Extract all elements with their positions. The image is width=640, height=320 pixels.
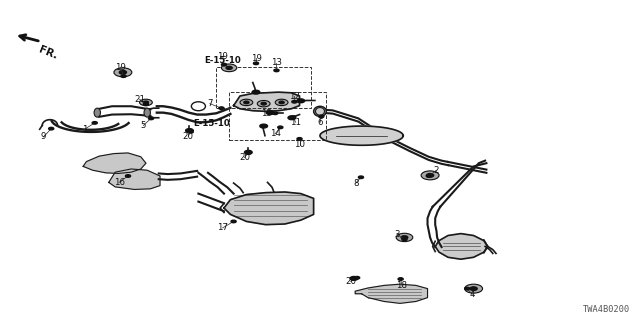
- Ellipse shape: [94, 108, 100, 117]
- Circle shape: [273, 112, 278, 115]
- Text: 20: 20: [182, 132, 194, 141]
- Circle shape: [319, 115, 324, 118]
- Circle shape: [143, 103, 148, 106]
- Circle shape: [231, 220, 236, 223]
- Text: 17: 17: [217, 223, 228, 232]
- Text: E-15-10: E-15-10: [204, 56, 241, 65]
- Text: 15: 15: [260, 109, 272, 118]
- Text: 11: 11: [290, 118, 301, 127]
- Polygon shape: [355, 284, 428, 303]
- Bar: [216, 67, 311, 108]
- Polygon shape: [320, 126, 403, 145]
- Text: 6: 6: [317, 118, 323, 127]
- Circle shape: [92, 122, 97, 124]
- Text: 3: 3: [394, 230, 399, 239]
- Circle shape: [244, 150, 252, 154]
- Circle shape: [186, 129, 193, 132]
- Text: 5: 5: [141, 121, 146, 130]
- Text: TWA4B0200: TWA4B0200: [583, 305, 630, 314]
- Text: 19: 19: [251, 54, 261, 63]
- Circle shape: [125, 175, 131, 177]
- Circle shape: [358, 176, 364, 179]
- Text: 1: 1: [82, 125, 87, 134]
- Circle shape: [252, 90, 260, 94]
- Circle shape: [244, 101, 249, 104]
- Circle shape: [140, 99, 152, 106]
- Circle shape: [274, 69, 279, 72]
- Text: 19: 19: [218, 52, 228, 61]
- Circle shape: [188, 131, 193, 133]
- Text: 16: 16: [113, 178, 125, 187]
- Polygon shape: [234, 92, 300, 111]
- Bar: [229, 92, 326, 140]
- Circle shape: [219, 107, 224, 109]
- Circle shape: [426, 175, 431, 177]
- Circle shape: [470, 287, 477, 291]
- Circle shape: [465, 284, 483, 293]
- Circle shape: [240, 99, 253, 106]
- Circle shape: [421, 171, 439, 180]
- Circle shape: [275, 99, 288, 106]
- Ellipse shape: [191, 102, 205, 111]
- Circle shape: [401, 236, 408, 239]
- Ellipse shape: [144, 108, 150, 117]
- Circle shape: [266, 111, 274, 115]
- Circle shape: [292, 100, 297, 103]
- Text: 14: 14: [269, 129, 281, 138]
- Circle shape: [246, 152, 251, 154]
- Circle shape: [121, 75, 126, 77]
- Circle shape: [114, 68, 132, 77]
- Ellipse shape: [314, 106, 326, 116]
- Circle shape: [402, 238, 407, 241]
- Text: E-15-10: E-15-10: [193, 119, 230, 128]
- Circle shape: [261, 102, 266, 105]
- Circle shape: [398, 278, 403, 280]
- Circle shape: [143, 101, 148, 104]
- Circle shape: [279, 101, 284, 104]
- Polygon shape: [435, 234, 488, 259]
- Polygon shape: [83, 153, 146, 173]
- Text: 2: 2: [434, 166, 439, 175]
- Circle shape: [221, 64, 237, 72]
- Text: 20: 20: [239, 153, 250, 162]
- Text: 9: 9: [41, 132, 46, 141]
- Circle shape: [355, 276, 360, 279]
- Circle shape: [257, 100, 270, 107]
- Circle shape: [226, 66, 232, 69]
- Circle shape: [253, 62, 259, 65]
- Text: 18: 18: [396, 281, 408, 290]
- Circle shape: [148, 117, 154, 120]
- Circle shape: [278, 126, 283, 129]
- Text: 21: 21: [134, 95, 145, 104]
- Text: 8: 8: [353, 179, 358, 188]
- Ellipse shape: [316, 108, 324, 115]
- Circle shape: [260, 124, 268, 128]
- Text: 19: 19: [115, 63, 125, 72]
- Circle shape: [396, 233, 413, 242]
- Circle shape: [350, 276, 358, 280]
- Circle shape: [291, 116, 296, 118]
- Circle shape: [426, 173, 434, 177]
- Circle shape: [49, 127, 54, 130]
- Text: 20: 20: [345, 277, 356, 286]
- Circle shape: [119, 70, 127, 74]
- Text: 7: 7: [207, 99, 212, 108]
- Circle shape: [297, 138, 302, 140]
- Circle shape: [297, 99, 305, 103]
- Text: 10: 10: [294, 140, 305, 149]
- Circle shape: [288, 116, 296, 120]
- Circle shape: [465, 287, 470, 290]
- Polygon shape: [224, 192, 314, 225]
- Circle shape: [221, 63, 227, 66]
- Text: 4: 4: [470, 290, 475, 299]
- Text: 13: 13: [271, 58, 282, 67]
- Text: 12: 12: [289, 92, 300, 100]
- Polygon shape: [109, 169, 160, 189]
- Text: FR.: FR.: [37, 44, 59, 61]
